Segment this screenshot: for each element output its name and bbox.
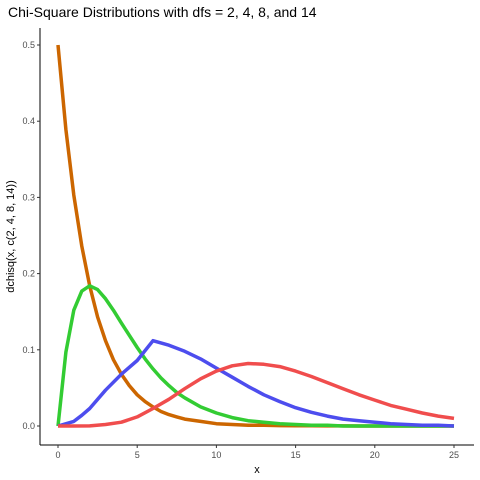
y-axis-ticks: 0.0 0.1 0.2 0.3 0.4 0.5 — [22, 40, 40, 431]
y-tick-label: 0.5 — [22, 40, 35, 50]
y-tick-label: 0.0 — [22, 421, 35, 431]
x-axis-ticks: 0 5 10 15 20 25 — [55, 445, 459, 460]
chart-title: Chi-Square Distributions with dfs = 2, 4… — [8, 4, 317, 20]
x-tick-label: 0 — [55, 450, 60, 460]
series-line-3 — [57, 338, 455, 428]
y-tick-label: 0.3 — [22, 192, 35, 202]
x-tick-label: 20 — [370, 450, 380, 460]
x-tick-label: 15 — [291, 450, 301, 460]
series-line-4 — [58, 361, 455, 428]
y-tick-label: 0.4 — [22, 116, 35, 126]
x-tick-label: 10 — [211, 450, 221, 460]
x-tick-label: 5 — [135, 450, 140, 460]
series-lines — [56, 44, 455, 428]
series-line-2 — [56, 284, 454, 428]
series-line-1 — [56, 44, 454, 428]
y-axis-title: dchisq(x, c(2, 4, 8, 14)) — [5, 180, 17, 293]
y-tick-label: 0.2 — [22, 269, 35, 279]
x-axis-title: x — [254, 464, 260, 476]
y-tick-label: 0.1 — [22, 345, 35, 355]
x-tick-label: 25 — [449, 450, 459, 460]
plot-area: 0.0 0.1 0.2 0.3 0.4 0.5 0 5 10 15 20 25 — [22, 28, 474, 460]
